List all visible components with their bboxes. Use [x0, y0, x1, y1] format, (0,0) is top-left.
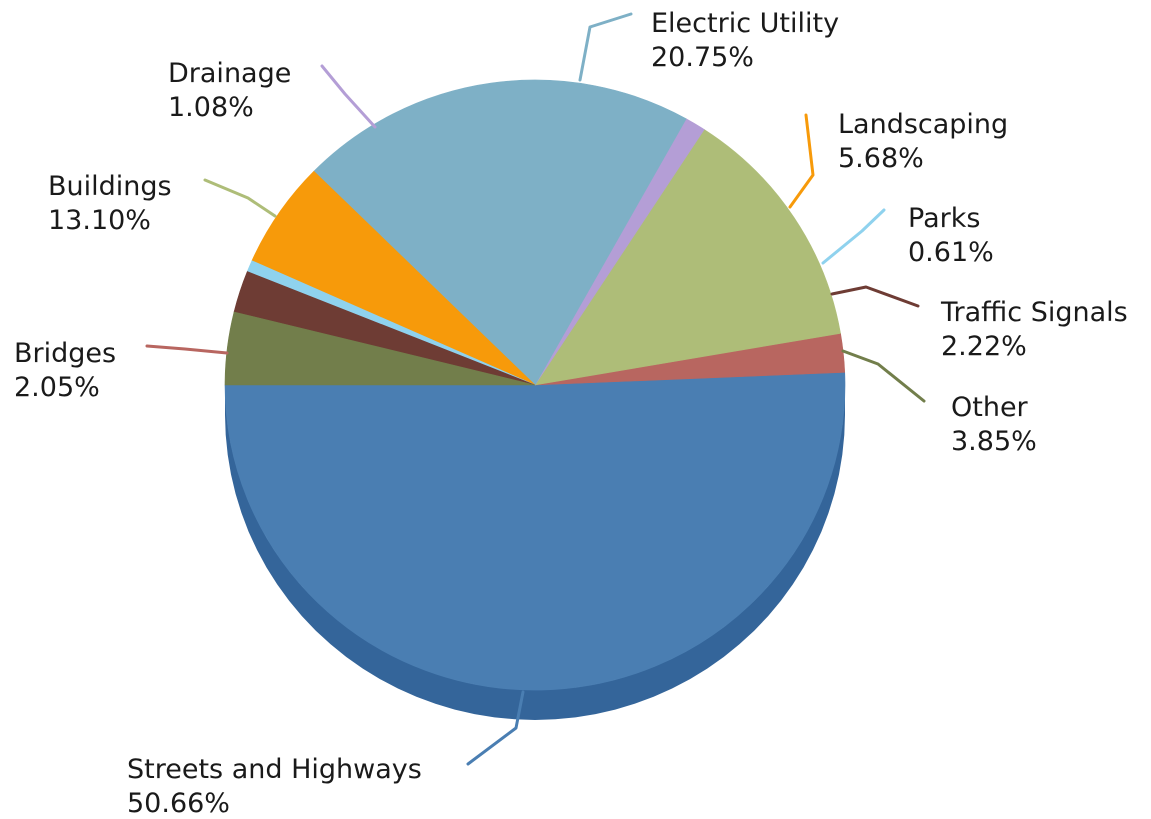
slice-label-6: Parks	[908, 203, 980, 234]
slice-value-4: 20.75%	[651, 42, 754, 73]
leader-line-6	[821, 208, 886, 265]
slice-label-8: Other	[951, 392, 1029, 423]
leader-line-8	[841, 349, 926, 403]
slice-value-0: 50.66%	[127, 788, 230, 819]
slice-buildings	[534, 129, 841, 386]
slice-value-5: 5.68%	[838, 143, 924, 174]
leader-line-5	[788, 113, 815, 209]
slice-label-0: Streets and Highways	[127, 754, 422, 785]
slice-electric-utility	[313, 79, 687, 386]
slice-value-8: 3.85%	[951, 426, 1037, 457]
slice-value-6: 0.61%	[908, 237, 994, 268]
slice-value-3: 1.08%	[168, 92, 254, 123]
leader-line-2	[203, 178, 277, 218]
leader-line-3	[320, 64, 377, 129]
slice-value-1: 2.05%	[14, 372, 100, 403]
slice-label-7: Traffic Signals	[940, 297, 1128, 328]
slice-other	[224, 311, 536, 386]
slice-label-1: Bridges	[14, 338, 116, 369]
slice-value-2: 13.10%	[48, 205, 151, 236]
slice-streets-and-highways	[224, 372, 846, 691]
leader-line-1	[145, 344, 229, 355]
leader-line-4	[578, 12, 633, 82]
slice-label-3: Drainage	[168, 58, 291, 89]
slice-label-2: Buildings	[48, 171, 172, 202]
leader-line-0	[466, 690, 525, 766]
pie-slices	[224, 79, 846, 691]
leader-line-7	[830, 285, 920, 308]
slice-value-7: 2.22%	[941, 331, 1027, 362]
slice-label-5: Landscaping	[838, 109, 1008, 140]
leader-lines	[145, 12, 926, 766]
slice-label-4: Electric Utility	[651, 8, 839, 39]
